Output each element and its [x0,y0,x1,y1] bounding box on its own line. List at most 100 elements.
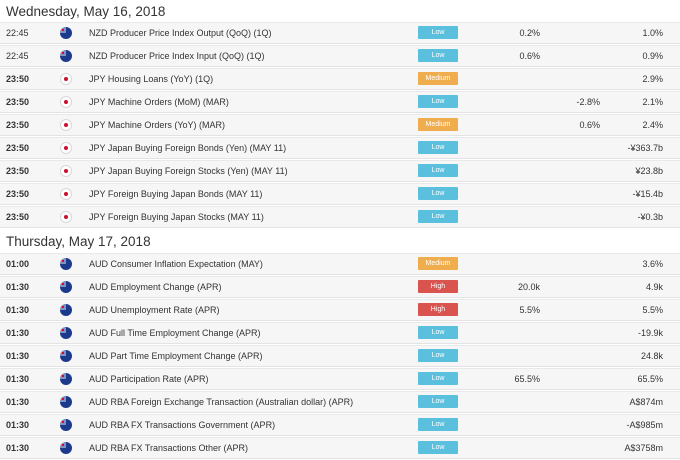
event-forecast: 20.0k [517,282,540,292]
au-flag-icon [60,281,72,293]
nz-flag-icon [60,50,72,62]
event-name[interactable]: NZD Producer Price Index Output (QoQ) (1… [89,28,272,38]
event-name[interactable]: AUD RBA Foreign Exchange Transaction (Au… [89,397,354,407]
event-row[interactable]: 22:45 NZD Producer Price Index Input (QoQ… [0,45,680,67]
event-name[interactable]: JPY Japan Buying Foreign Stocks (Yen) (M… [89,166,288,176]
impact-badge: Low [418,326,458,339]
event-forecast [470,207,540,227]
au-flag-icon [60,304,72,316]
event-row[interactable]: 01:30 AUD Part Time Employment Change (AP… [0,345,680,367]
impact-badge: Low [418,141,458,154]
event-row[interactable]: 23:50 JPY Foreign Buying Japan Bonds (MAY… [0,183,680,205]
event-row[interactable]: 01:00 AUD Consumer Inflation Expectation … [0,253,680,275]
event-time: 23:50 [6,189,30,199]
event-previous: -19.9k [637,328,663,338]
event-row[interactable]: 22:45 NZD Producer Price Index Output (Qo… [0,22,680,44]
event-time: 22:45 [6,28,29,38]
day-header: Wednesday, May 16, 2018 [6,3,166,19]
impact-badge: Low [418,418,458,431]
impact-badge: Low [418,49,458,62]
event-forecast [470,323,540,343]
event-name[interactable]: AUD RBA FX Transactions Other (APR) [89,443,249,453]
event-forecast [470,138,540,158]
event-name[interactable]: JPY Housing Loans (YoY) (1Q) [89,74,214,84]
event-row[interactable]: 23:50 JPY Machine Orders (MoM) (MAR) Low -2… [0,91,680,113]
event-forecast [470,254,540,274]
event-row[interactable]: 23:50 JPY Foreign Buying Japan Stocks (MA… [0,206,680,228]
event-time: 23:50 [6,120,30,130]
event-name[interactable]: AUD Participation Rate (APR) [89,374,209,384]
event-name[interactable]: AUD Consumer Inflation Expectation (MAY) [89,259,263,269]
event-forecast: 65.5% [514,374,540,384]
event-time: 01:30 [6,328,30,338]
event-name[interactable]: NZD Producer Price Index Input (QoQ) (1Q… [89,51,265,61]
event-row[interactable]: 01:30 AUD Participation Rate (APR) Low 65.5… [0,368,680,390]
event-time: 01:30 [6,443,30,453]
event-name[interactable]: AUD Employment Change (APR) [89,282,222,292]
event-forecast [470,415,540,435]
event-time: 23:50 [6,143,30,153]
event-time: 23:50 [6,212,30,222]
event-name[interactable]: JPY Foreign Buying Japan Stocks (MAY 11) [89,212,264,222]
impact-badge: Low [418,187,458,200]
day-event-list: 22:45 NZD Producer Price Index Output (Qo… [0,22,680,228]
event-row[interactable]: 01:30 AUD RBA FX Transactions Government … [0,414,680,436]
event-time: 23:50 [6,166,30,176]
event-name[interactable]: AUD Part Time Employment Change (APR) [89,351,263,361]
jp-flag-icon [60,119,72,131]
event-row[interactable]: 23:50 JPY Machine Orders (YoY) (MAR) Mediu… [0,114,680,136]
event-previous: 3.6% [642,259,663,269]
au-flag-icon [60,350,72,362]
impact-badge: Low [418,26,458,39]
event-row[interactable]: 01:30 AUD Employment Change (APR) High 20.0… [0,276,680,298]
jp-flag-icon [60,96,72,108]
event-name[interactable]: JPY Foreign Buying Japan Bonds (MAY 11) [89,189,263,199]
impact-badge: Medium [418,72,458,85]
impact-badge: Low [418,395,458,408]
event-time: 01:30 [6,282,30,292]
event-time: 01:30 [6,420,30,430]
event-name[interactable]: JPY Machine Orders (MoM) (MAR) [89,97,229,107]
event-name[interactable]: JPY Japan Buying Foreign Bonds (Yen) (MA… [89,143,287,153]
event-time: 01:30 [6,397,30,407]
event-forecast: 5.5% [519,305,540,315]
event-forecast: 0.6% [519,51,540,61]
event-row[interactable]: 23:50 JPY Japan Buying Foreign Bonds (Yen… [0,137,680,159]
jp-flag-icon [60,165,72,177]
event-row[interactable]: 01:30 AUD RBA Foreign Exchange Transactio… [0,391,680,413]
day-header: Thursday, May 17, 2018 [6,233,151,249]
event-previous: 1.0% [642,28,663,38]
event-forecast [470,346,540,366]
au-flag-icon [60,258,72,270]
impact-badge: Low [418,441,458,454]
event-row[interactable]: 23:50 JPY Housing Loans (YoY) (1Q) Medium 2… [0,68,680,90]
nz-flag-icon [60,27,72,39]
event-name[interactable]: AUD RBA FX Transactions Government (APR) [89,420,276,430]
impact-badge: Low [418,95,458,108]
impact-badge: High [418,280,458,293]
impact-badge: High [418,303,458,316]
event-time: 01:30 [6,305,30,315]
jp-flag-icon [60,211,72,223]
event-name[interactable]: AUD Unemployment Rate (APR) [89,305,220,315]
event-row[interactable]: 01:30 AUD RBA FX Transactions Other (APR)… [0,437,680,459]
au-flag-icon [60,419,72,431]
event-row[interactable]: 23:50 JPY Japan Buying Foreign Stocks (Ye… [0,160,680,182]
event-row[interactable]: 01:30 AUD Full Time Employment Change (AP… [0,322,680,344]
event-row[interactable]: 01:30 AUD Unemployment Rate (APR) High 5.5%… [0,299,680,321]
event-previous: -¥363.7b [627,143,663,153]
event-name[interactable]: AUD Full Time Employment Change (APR) [89,328,261,338]
impact-badge: Medium [418,118,458,131]
event-previous: 5.5% [642,305,663,315]
event-previous: 2.9% [642,74,663,84]
jp-flag-icon [60,142,72,154]
event-previous: 65.5% [637,374,663,384]
event-time: 01:30 [6,351,30,361]
event-previous: -¥0.3b [637,212,663,222]
event-previous: ¥23.8b [635,166,663,176]
event-previous: -A$985m [626,420,663,430]
event-name[interactable]: JPY Machine Orders (YoY) (MAR) [89,120,226,130]
jp-flag-icon [60,188,72,200]
event-forecast [470,92,540,112]
